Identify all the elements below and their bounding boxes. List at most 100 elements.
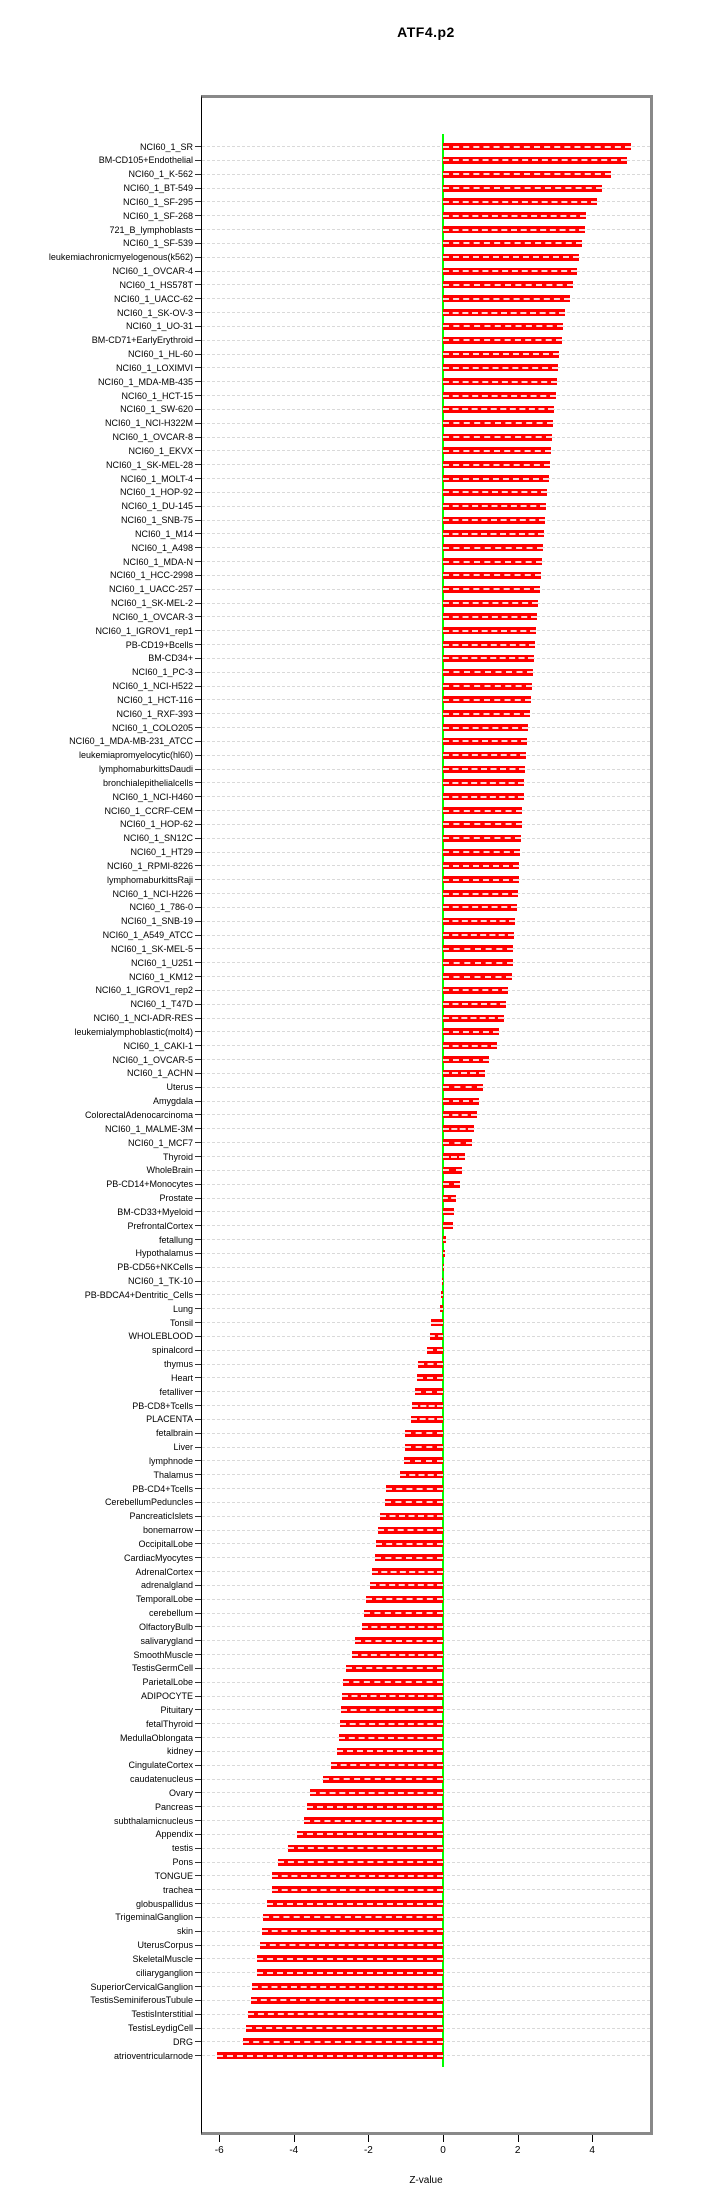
y-axis-label: NCI60_1_COLO205	[111, 722, 193, 733]
bar	[443, 986, 508, 994]
bar-grid-dash	[272, 1874, 443, 1877]
gridline	[202, 1183, 650, 1185]
y-axis-label: NCI60_1_OVCAR-4	[112, 266, 193, 277]
y-axis-label: thymus	[163, 1359, 193, 1370]
bar-grid-dash	[443, 1113, 478, 1116]
bar	[443, 530, 545, 538]
y-axis-label: TONGUE	[154, 1870, 193, 1881]
bar-grid-dash	[443, 588, 540, 591]
y-axis-label: NCI60_1_UO-31	[125, 321, 193, 332]
bar-grid-dash	[443, 989, 508, 992]
y-tick	[195, 1017, 201, 1019]
y-axis-label: NCI60_1_UACC-257	[108, 584, 193, 595]
gridline	[202, 353, 650, 355]
bar-grid-dash	[443, 698, 531, 701]
bar-grid-dash	[431, 1321, 443, 1324]
y-tick	[195, 2013, 201, 2015]
bar-grid-dash	[341, 1695, 443, 1698]
bar-grid-dash	[266, 1902, 443, 1905]
bar	[443, 724, 529, 732]
y-axis-label: PB-CD14+Monocytes	[106, 1179, 193, 1190]
gridline	[202, 782, 650, 784]
bar	[443, 239, 582, 247]
y-tick	[195, 1114, 201, 1116]
bar-grid-dash	[443, 436, 552, 439]
chart-title: ATF4.p2	[397, 24, 455, 40]
bar-grid-dash	[309, 1791, 443, 1794]
bar	[303, 1817, 443, 1825]
y-tick	[195, 796, 201, 798]
y-tick	[195, 1280, 201, 1282]
bar-grid-dash	[330, 1764, 443, 1767]
bar	[247, 2010, 443, 2018]
gridline	[202, 270, 650, 272]
bar-grid-dash	[443, 726, 529, 729]
gridline	[202, 1156, 650, 1157]
y-tick	[195, 1999, 201, 2001]
gridline	[202, 505, 650, 507]
bar	[443, 419, 554, 427]
y-axis-label: NCI60_1_SW-620	[120, 404, 193, 415]
gridline	[202, 187, 650, 189]
bar-grid-dash	[443, 1072, 486, 1075]
bar	[384, 1498, 443, 1506]
gridline	[202, 851, 650, 853]
bar-grid-dash	[443, 906, 518, 909]
bar-grid-dash	[443, 781, 525, 784]
y-tick	[195, 325, 201, 327]
bar	[363, 1609, 443, 1617]
gridline	[202, 948, 650, 950]
y-axis-label: WHOLEBLOOD	[128, 1331, 193, 1342]
x-tick-label: 2	[514, 2145, 521, 2156]
y-axis-label: caudatenucleus	[129, 1774, 193, 1785]
y-tick	[195, 1958, 201, 1960]
bar-grid-dash	[250, 1999, 443, 2002]
y-axis-label: NCI60_1_RXF-393	[116, 708, 193, 719]
bar	[385, 1485, 443, 1493]
gridline	[202, 1225, 650, 1227]
bar	[443, 973, 512, 981]
bar-grid-dash	[443, 1003, 507, 1006]
bar-grid-dash	[443, 270, 578, 273]
gridline	[202, 754, 650, 756]
y-axis-label: DRG	[173, 2036, 193, 2047]
y-tick	[195, 1640, 201, 1642]
bar	[443, 1194, 457, 1202]
bar-grid-dash	[399, 1473, 443, 1476]
bar	[443, 170, 612, 178]
y-tick	[195, 657, 201, 659]
y-axis-label: NCI60_1_CCRF-CEM	[104, 805, 193, 816]
bar	[372, 1568, 443, 1576]
gridline	[202, 616, 650, 618]
bar-grid-dash	[441, 1280, 443, 1283]
y-axis-label: NCI60_1_MOLT-4	[120, 473, 193, 484]
gridline	[202, 146, 650, 147]
y-tick	[195, 367, 201, 369]
y-tick	[195, 491, 201, 493]
bar-grid-dash	[259, 1944, 443, 1947]
y-tick	[195, 976, 201, 978]
bar-grid-dash	[403, 1459, 443, 1462]
y-axis-label: PrefrontalCortex	[127, 1220, 193, 1231]
y-axis-label: TestisGermCell	[131, 1663, 193, 1674]
bar	[431, 1319, 443, 1327]
bar	[443, 613, 538, 621]
bar	[443, 212, 587, 220]
bar-grid-dash	[374, 1556, 443, 1559]
bar	[443, 253, 580, 261]
y-axis-label: SkeletalMuscle	[132, 1953, 193, 1964]
y-axis-label: TestisLeydigCell	[127, 2023, 193, 2034]
y-tick	[195, 1584, 201, 1586]
y-axis-label: CardiacMyocytes	[123, 1552, 193, 1563]
bar-grid-dash	[375, 1542, 443, 1545]
bar	[338, 1734, 443, 1742]
y-tick	[195, 1100, 201, 1102]
bar	[443, 1236, 446, 1244]
y-axis-label: NCI60_1_SNB-19	[120, 916, 193, 927]
y-tick	[195, 1806, 201, 1808]
bar	[443, 1125, 474, 1133]
y-axis-label: TrigeminalGanglion	[115, 1912, 193, 1923]
y-tick	[195, 1930, 201, 1932]
bar	[443, 1000, 507, 1008]
bar	[443, 336, 562, 344]
